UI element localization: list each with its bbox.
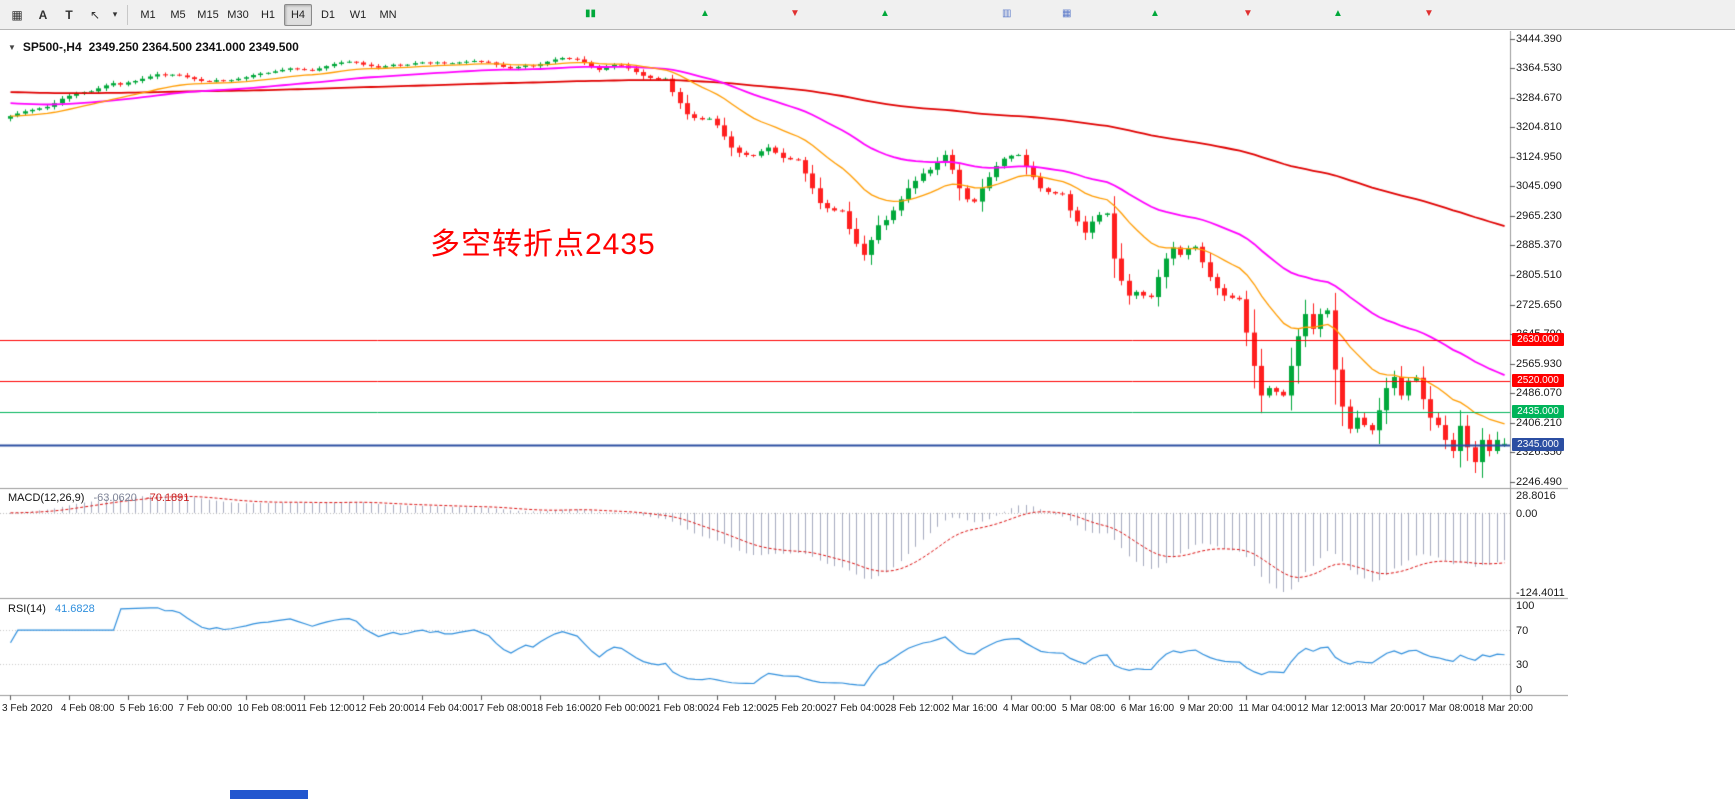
price-axis-label: 2246.490 [1516,475,1562,488]
timeframe-group: M1 M5 M15 M30 H1 H4 D1 W1 MN [133,3,403,26]
timeframe-button-m5[interactable]: M5 [170,8,186,21]
price-axis-label: 3204.810 [1516,121,1562,134]
price-axis-label: 2805.510 [1516,269,1562,282]
time-axis-label: 14 Feb 04:00 [414,703,474,714]
time-axis-label: 21 Feb 08:00 [649,703,709,714]
time-axis-label: 18 Feb 16:00 [531,703,591,714]
arrow-down-icon[interactable]: ▼ [790,8,800,19]
chart-canvas[interactable] [0,31,1568,703]
arrow-down-icon[interactable]: ▼ [1243,8,1253,19]
price-axis-label: 3284.670 [1516,91,1562,104]
macd-indicator-label: MACD(12,26,9) -63.0620 -70.1891 [8,492,195,504]
price-axis-label: 2486.070 [1516,387,1562,400]
indicator-grid-icon[interactable]: ▦ [11,7,23,22]
time-axis-label: 4 Feb 08:00 [60,703,115,714]
time-axis-label: 13 Mar 20:00 [1356,703,1416,714]
timeframe-button-h1[interactable]: H1 [260,8,276,21]
toolbar-separator [127,4,128,25]
price-axis-label: 2565.930 [1516,357,1562,370]
time-axis-label: 9 Mar 20:00 [1179,703,1233,714]
macd-name: MACD(12,26,9) [8,492,85,504]
chart-window: ▼ SP500-,H4 2349.250 2364.500 2341.000 2… [0,31,1735,721]
price-axis-label: 3124.950 [1516,150,1562,163]
macd-main-value: -63.0620 [93,492,137,504]
timeframe-button-m30[interactable]: M30 [227,8,249,21]
toolbar-left-tools: ▦ A T ↖ ▾ [4,4,122,26]
arrow-up-icon[interactable]: ▲ [700,8,710,19]
timeframe-button-w1[interactable]: W1 [349,8,367,21]
macd-signal-value: -70.1891 [145,492,190,504]
time-axis-label: 20 Feb 00:00 [590,703,650,714]
time-axis-label: 17 Mar 08:00 [1415,703,1475,714]
arrow-up-icon[interactable]: ▲ [1333,8,1343,19]
price-axis-label: 2406.210 [1516,416,1562,429]
time-axis-label: 3 Feb 2020 [2,703,53,714]
rsi-axis-label: 0 [1516,684,1523,696]
rsi-value: 41.6828 [54,603,95,615]
rsi-axis-label: 70 [1516,625,1529,638]
timeframe-button-h4[interactable]: H4 [284,3,312,26]
time-axis-label: 4 Mar 00:00 [1002,703,1057,714]
time-axis-label: 2 Mar 16:00 [944,703,998,714]
rsi-axis-label: 30 [1516,658,1529,671]
chart-annotation-text[interactable]: 多空转折点2435 [430,228,656,261]
rsi-axis-label: 100 [1516,600,1535,612]
price-axis-label: 3045.090 [1516,180,1562,193]
macd-axis-label: 28.8016 [1516,490,1556,502]
bottom-strip [0,721,1735,799]
time-axis-label: 25 Feb 20:00 [767,703,827,714]
candles-icon[interactable]: ▮▮ [585,8,597,19]
price-axis-label: 2725.650 [1516,298,1562,311]
toolbar: ▦ A T ↖ ▾ M1 M5 M15 M30 H1 H4 D1 W1 MN ▮▮ ▲ ▼ ▲ ▥ ▦ ▲ ▼ ▲ ▼ [0,0,1735,30]
time-axis-label: 28 Feb 12:00 [885,703,945,714]
time-axis-label: 18 Mar 20:00 [1474,703,1533,714]
chart-icon[interactable]: ▥ [1002,8,1012,19]
time-axis-label: 27 Feb 04:00 [826,703,886,714]
rsi-name: RSI(14) [8,603,46,615]
chart-title: ▼ SP500-,H4 2349.250 2364.500 2341.000 2… [8,40,299,54]
hline-price-tag[interactable]: 2630.000 [1512,332,1564,346]
time-axis-label: 12 Feb 20:00 [355,703,415,714]
macd-axis-label: -124.4011 [1516,587,1565,599]
time-axis-label: 11 Mar 04:00 [1238,703,1297,714]
arrow-up-icon[interactable]: ▲ [1150,8,1160,19]
chart-symbol-label: SP500-,H4 [22,40,82,54]
cursor-dropdown-icon[interactable]: ▾ [112,9,118,19]
time-axis-label: 24 Feb 12:00 [708,703,768,714]
hline-price-tag[interactable]: 2520.000 [1512,373,1564,387]
chart-ohlc-values: 2349.250 2364.500 2341.000 2349.500 [88,40,299,54]
arrow-up-icon[interactable]: ▲ [880,8,890,19]
one-click-expander-icon[interactable]: ▼ [8,42,16,52]
price-axis-label: 3444.390 [1516,32,1562,45]
timeframe-button-d1[interactable]: D1 [320,8,336,21]
rsi-indicator-label: RSI(14) 41.6828 [8,603,101,615]
hline-price-tag[interactable]: 2345.000 [1512,438,1564,452]
time-axis-label: 12 Mar 12:00 [1297,703,1357,714]
timeframe-button-mn[interactable]: MN [379,8,397,21]
price-axis-label: 3364.530 [1516,62,1562,75]
time-axis-label: 5 Feb 16:00 [119,703,174,714]
macd-axis-label: 0.00 [1516,507,1538,520]
text-tool-t-icon[interactable]: T [65,7,73,22]
time-axis-label: 7 Feb 00:00 [178,703,232,714]
time-axis-label: 10 Feb 08:00 [237,703,297,714]
cursor-tool-icon[interactable]: ↖ [89,7,101,22]
tiles-icon[interactable]: ▦ [1062,8,1072,19]
arrow-down-icon[interactable]: ▼ [1424,8,1434,19]
timeframe-button-m15[interactable]: M15 [197,8,219,21]
taskbar-fragment[interactable] [230,790,308,799]
timeframe-button-m1[interactable]: M1 [140,8,156,21]
time-axis-label: 11 Feb 12:00 [296,703,355,714]
hline-price-tag[interactable]: 2435.000 [1512,405,1564,419]
price-axis-label: 2965.230 [1516,209,1562,222]
time-axis-label: 6 Mar 16:00 [1120,703,1175,714]
text-label-a-icon[interactable]: A [38,7,48,22]
price-axis-label: 2885.370 [1516,239,1562,252]
time-axis-label: 5 Mar 08:00 [1061,703,1116,714]
time-axis-label: 17 Feb 08:00 [473,703,532,714]
